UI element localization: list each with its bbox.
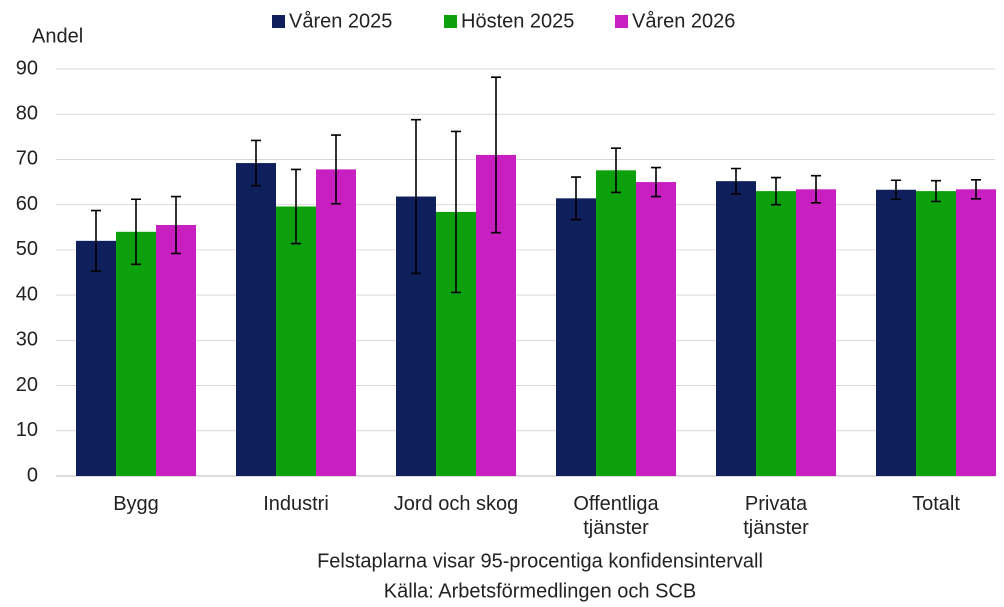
bar	[116, 231, 156, 476]
y-tick-label: 40	[16, 283, 38, 305]
error-bar	[251, 139, 261, 187]
note: Källa: Arbetsförmedlingen och SCB	[384, 580, 696, 602]
y-tick-label: 30	[16, 329, 38, 351]
legend-label: Våren 2026	[632, 10, 735, 32]
bar	[636, 182, 676, 477]
x-tick-label: Jord och skog	[393, 493, 519, 515]
bar	[596, 170, 636, 476]
bar	[556, 198, 596, 476]
bar	[756, 191, 796, 476]
x-tick-label: Bygg	[113, 493, 159, 515]
legend-label: Våren 2025	[289, 10, 392, 32]
bar	[76, 240, 116, 476]
legend-label: Hösten 2025	[461, 10, 574, 32]
error-bar	[571, 176, 581, 221]
error-bar	[811, 174, 821, 204]
y-tick-label: 20	[16, 374, 38, 396]
error-bar	[291, 168, 301, 245]
bar	[796, 189, 836, 476]
error-bar	[451, 130, 461, 294]
error-bar	[91, 209, 101, 272]
y-tick-label: 90	[16, 57, 38, 79]
x-tick-label: Totalt	[912, 493, 960, 515]
y-tick-label: 50	[16, 238, 38, 260]
y-tick-label: 60	[16, 193, 38, 215]
bar	[236, 163, 276, 476]
y-tick-label: 0	[27, 464, 38, 486]
bar	[316, 169, 356, 477]
x-tick-label: Offentliga tjänster	[573, 493, 659, 539]
bar	[716, 181, 756, 476]
legend-swatch	[444, 15, 457, 28]
x-tick-label: Privata tjänster	[743, 493, 809, 539]
error-bar	[611, 147, 621, 194]
bar	[876, 189, 916, 476]
error-bar	[411, 118, 421, 275]
error-bar	[931, 179, 941, 203]
x-tick-label: Industri	[263, 493, 329, 515]
error-bar	[731, 167, 741, 195]
y-tick-label: 80	[16, 103, 38, 125]
error-bar	[171, 195, 181, 255]
error-bar	[331, 134, 341, 205]
y-axis-title: Andel	[32, 25, 83, 47]
bar	[156, 225, 196, 476]
error-bar	[491, 76, 501, 234]
error-bar	[971, 178, 981, 200]
y-tick-label: 70	[16, 148, 38, 170]
y-tick-label: 10	[16, 419, 38, 441]
bar	[916, 191, 956, 476]
error-bar	[651, 166, 661, 198]
legend-swatch	[615, 15, 628, 28]
bar	[956, 189, 996, 476]
error-bar	[771, 176, 781, 206]
legend-swatch	[272, 15, 285, 28]
note: Felstaplarna visar 95-procentiga konfide…	[317, 550, 763, 572]
error-bar	[891, 179, 901, 201]
bar	[276, 206, 316, 476]
error-bar	[131, 198, 141, 266]
